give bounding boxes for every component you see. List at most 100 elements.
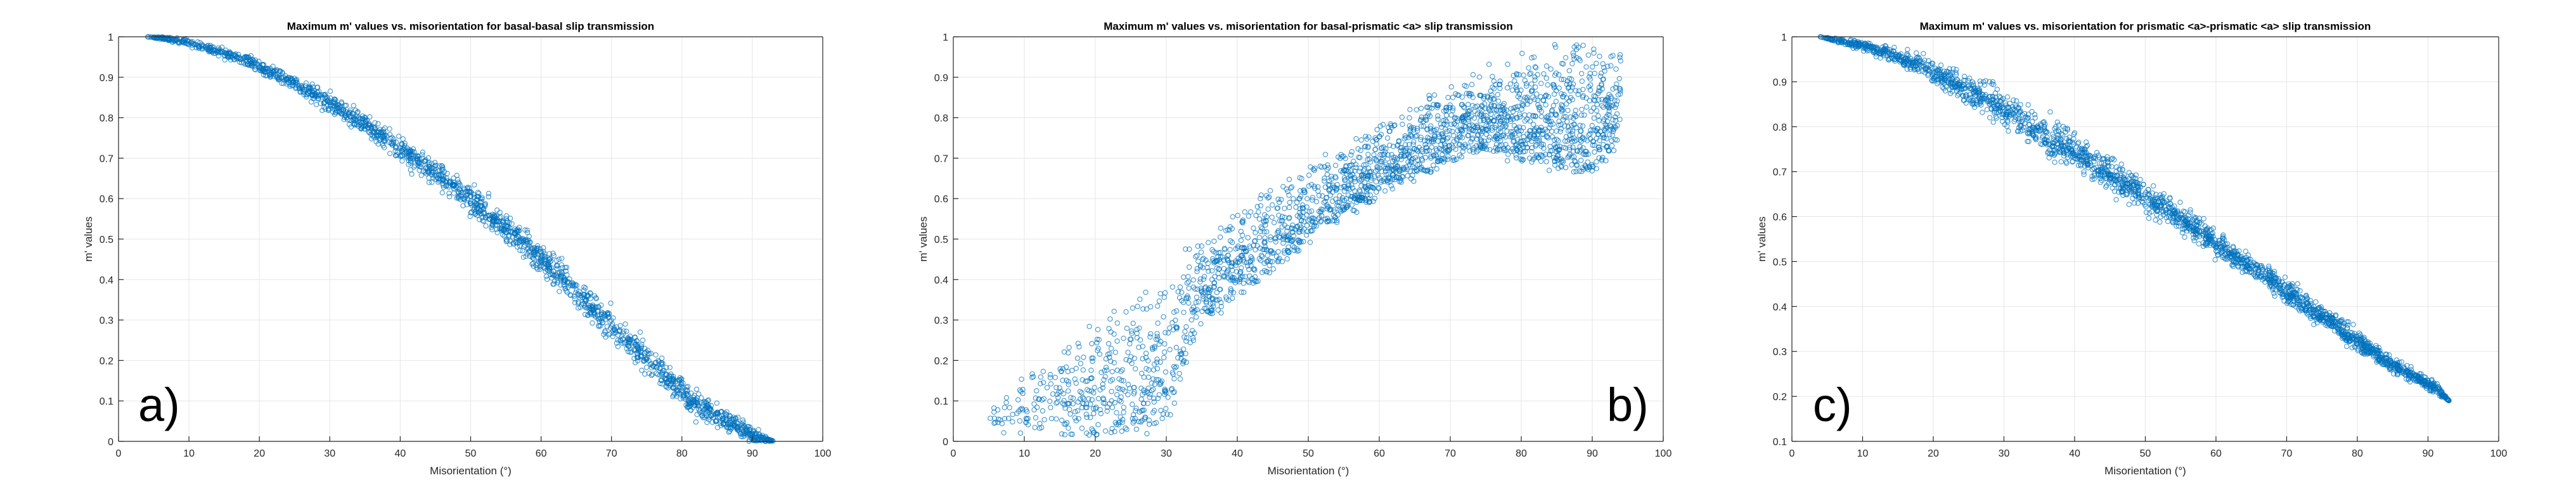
scatter-point xyxy=(359,115,365,122)
scatter-point xyxy=(433,163,439,169)
scatter-point xyxy=(507,242,513,247)
scatter-point xyxy=(683,396,689,403)
y-tick-label: 0.3 xyxy=(934,316,948,327)
scatter-point xyxy=(399,152,404,159)
scatter-point xyxy=(316,89,322,94)
scatter-point xyxy=(744,429,750,434)
scatter-point xyxy=(354,110,360,115)
scatter-point xyxy=(531,252,537,258)
scatter-point xyxy=(479,195,485,200)
scatter-point xyxy=(468,198,473,204)
scatter-point xyxy=(368,125,375,131)
scatter-point xyxy=(535,245,541,251)
scatter-point xyxy=(517,224,522,230)
scatter-point xyxy=(427,164,433,170)
chart-panel-2: 0 10 20 30 40 50 60 70 80 90 10000.10.20.30.40.50.… xyxy=(917,20,1671,477)
scatter-point xyxy=(659,370,665,376)
scatter-point xyxy=(559,256,565,261)
scatter-point xyxy=(624,328,629,334)
scatter-point xyxy=(759,432,765,438)
scatter-point xyxy=(562,264,569,271)
x-tick-label: 80 xyxy=(1516,448,1527,459)
scatter-point xyxy=(551,252,557,259)
scatter-point xyxy=(750,431,756,436)
scatter-point xyxy=(454,172,460,178)
scatter-point xyxy=(699,395,704,401)
scatter-point xyxy=(509,221,515,227)
scatter-point xyxy=(714,417,719,423)
scatter-point xyxy=(712,419,719,424)
scatter-point xyxy=(440,183,446,188)
scatter-point xyxy=(555,278,560,283)
y-tick-label: 0.9 xyxy=(100,73,113,84)
scatter-point xyxy=(308,86,314,92)
scatter-point xyxy=(697,407,703,413)
y-tick-label: 0.8 xyxy=(934,114,948,124)
scatter-point xyxy=(513,228,519,233)
scatter-point xyxy=(399,158,405,164)
scatter-point xyxy=(607,319,613,325)
scatter-point xyxy=(357,117,363,122)
scatter-point xyxy=(359,113,366,119)
x-tick-label: 80 xyxy=(676,448,688,459)
scatter-point xyxy=(463,189,468,195)
scatter-point xyxy=(323,91,328,98)
y-tick-label: 0.2 xyxy=(934,356,948,367)
scatter-point xyxy=(181,40,187,46)
scatter-point xyxy=(302,83,309,89)
scatter-point xyxy=(530,255,536,261)
scatter-point xyxy=(629,349,634,355)
x-tick-label: 70 xyxy=(1445,448,1456,459)
x-tick-label: 20 xyxy=(254,448,265,459)
scatter-point xyxy=(390,136,397,142)
scatter-point xyxy=(550,250,556,256)
scatter-point xyxy=(510,230,515,235)
y-tick-label: 0.9 xyxy=(934,73,948,84)
x-tick-label: 60 xyxy=(1374,448,1385,459)
chart-panel-3: 0 10 20 30 40 50 60 70 80 90 1000.10.20.30.40.50.6… xyxy=(1756,20,2507,477)
scatter-point xyxy=(351,120,357,126)
scatter-point xyxy=(257,68,263,74)
scatter-point xyxy=(693,386,700,393)
scatter-point xyxy=(409,171,415,177)
scatter-point xyxy=(176,39,181,45)
y-tick-label: 1 xyxy=(108,32,113,43)
scatter-point xyxy=(500,220,506,226)
y-tick-label: 0.6 xyxy=(100,194,113,205)
x-tick-label: 30 xyxy=(1161,448,1172,459)
scatter-point xyxy=(415,153,420,159)
scatter-point xyxy=(711,415,716,420)
scatter-point xyxy=(293,77,300,82)
scatter-point xyxy=(387,126,392,132)
scatter-point xyxy=(678,377,684,382)
x-tick-label: 10 xyxy=(183,448,195,459)
y-tick-label: 0.4 xyxy=(934,275,948,286)
scatter-point xyxy=(741,422,747,428)
scatter-point xyxy=(165,37,171,42)
y-tick-label: 0.2 xyxy=(100,356,113,367)
chart-panel-1: 0 10 20 30 40 50 60 70 80 90 10000.10.20.30.40.50.… xyxy=(82,20,831,477)
scatter-point xyxy=(498,214,504,220)
scatter-point xyxy=(626,340,632,346)
scatter-point xyxy=(546,250,552,257)
scatter-point xyxy=(281,77,287,83)
y-tick-label: 0.1 xyxy=(100,396,113,407)
scatter-point xyxy=(543,273,550,279)
scatter-points xyxy=(145,34,776,445)
scatter-point xyxy=(504,213,510,219)
scatter-point xyxy=(197,40,203,46)
y-tick-label: 0.3 xyxy=(100,316,113,327)
scatter-point xyxy=(740,417,746,423)
x-tick-label: 100 xyxy=(1655,448,1672,459)
scatter-point xyxy=(564,288,569,294)
scatter-point xyxy=(556,256,562,263)
scatter-point xyxy=(382,145,387,150)
scatter-point xyxy=(420,149,426,155)
scatter-point xyxy=(387,136,394,141)
scatter-point xyxy=(615,344,621,349)
scatter-point xyxy=(494,207,500,213)
scatter-point xyxy=(326,97,332,103)
scatter-point xyxy=(482,202,488,207)
scatter-point xyxy=(408,159,414,164)
